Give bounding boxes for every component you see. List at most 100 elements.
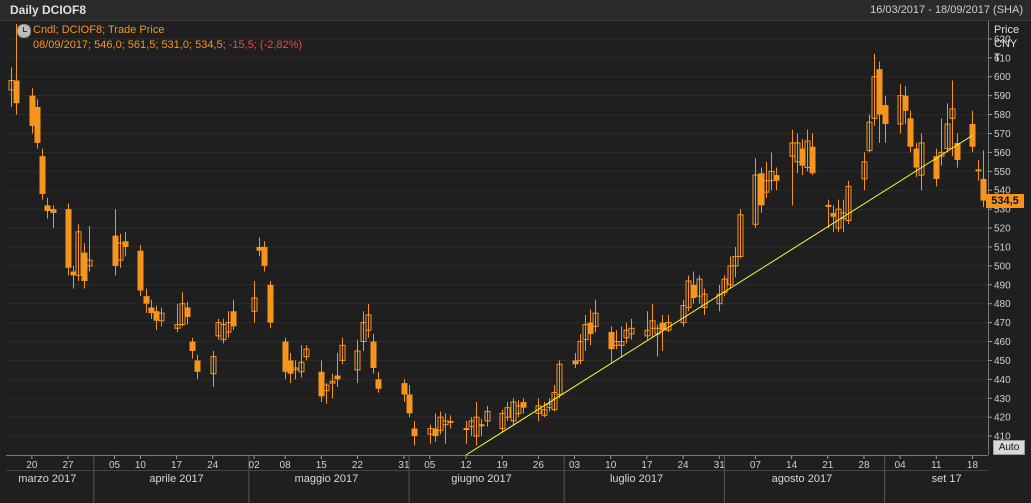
auto-scale-button[interactable]: Auto — [993, 440, 1025, 455]
candle — [541, 402, 548, 418]
instrument-title: Daily DCIOF8 — [10, 3, 87, 17]
date-tick-label: 17 — [171, 460, 183, 471]
candle-body-up — [577, 341, 584, 361]
date-tick-label: 24 — [678, 460, 690, 471]
month-label: set 17 — [932, 473, 962, 485]
candle — [907, 110, 914, 153]
candle — [292, 360, 299, 380]
candle — [499, 409, 506, 433]
candle — [463, 420, 470, 444]
candle — [303, 345, 310, 361]
price-axis[interactable]: 410 420 430 440 450 460 470 480 490 500 510 520 530 5… — [988, 20, 1011, 455]
candle-body-down — [143, 296, 150, 304]
candle-body-down — [137, 250, 144, 291]
candle — [137, 245, 144, 297]
candle — [577, 333, 584, 365]
price-axis-header-1: Price — [994, 24, 1020, 36]
candle-body-down — [148, 307, 155, 314]
date-tick-label: 12 — [460, 460, 472, 471]
price-tick-label: 580 — [994, 110, 1011, 121]
candle-body-up — [716, 293, 723, 305]
candle-body-down — [65, 209, 72, 268]
candle — [737, 209, 744, 259]
candle — [649, 303, 656, 338]
date-range: 16/03/2017 - 18/09/2017 (SHA) — [870, 4, 1023, 16]
candle — [112, 209, 119, 276]
date-tick-label: 15 — [316, 460, 328, 471]
candle-body-down — [758, 173, 765, 206]
candle — [969, 110, 976, 153]
candle-body-up — [75, 231, 82, 276]
candle-body-down — [902, 95, 909, 111]
date-tick-label: 10 — [135, 460, 147, 471]
candle — [752, 158, 759, 229]
date-tick-label: 31 — [714, 460, 726, 471]
candle — [556, 360, 563, 399]
candle-body-down — [230, 311, 237, 327]
price-tick-label: 610 — [994, 53, 1011, 64]
candle — [174, 303, 181, 333]
candle — [696, 275, 703, 304]
candle — [122, 231, 129, 257]
legend-ohlc: 08/09/2017; 546,0; 561,5; 531,0; 534,5; … — [33, 39, 302, 51]
price-axis-header-3: T — [994, 52, 1001, 64]
candle — [148, 299, 155, 319]
candle — [184, 301, 191, 325]
candle-body-down — [969, 124, 976, 147]
trendline — [465, 134, 973, 456]
date-axis[interactable]: 20 27 05 10 17 24 02 08 15 22 31 05 12 19 26 03 10 17 24 31… — [6, 455, 988, 485]
legend-series[interactable]: Cndl; DCIOF8; Trade Price — [33, 24, 165, 36]
candle-body-down — [261, 246, 268, 266]
candle-body-down — [375, 379, 382, 389]
candle-body-down — [913, 148, 920, 168]
candle-body-up — [86, 259, 93, 267]
candle-body-up — [737, 214, 744, 257]
candle — [39, 148, 46, 200]
candle — [520, 398, 527, 414]
candle-body-up — [918, 142, 925, 176]
candle-body-down — [256, 246, 263, 251]
candle — [189, 337, 196, 359]
candle-body-up — [298, 361, 305, 373]
candle-body-up — [117, 242, 124, 261]
candle-body-up — [292, 367, 299, 371]
candle — [825, 199, 832, 229]
candle — [799, 139, 806, 176]
date-tick-label: 18 — [967, 460, 979, 471]
candle — [34, 99, 41, 149]
price-tick-label: 500 — [994, 261, 1011, 272]
candle — [473, 402, 480, 446]
candle-body-down — [184, 307, 191, 317]
candle-body-up — [825, 204, 832, 207]
candle-body-up — [649, 320, 656, 329]
candle — [866, 114, 873, 153]
candle-body-up — [251, 297, 258, 312]
candle — [411, 420, 418, 446]
candle-body-down — [34, 107, 41, 143]
price-tick-label: 520 — [994, 224, 1011, 235]
candle-body-down — [954, 142, 961, 160]
candle-body-up — [845, 185, 852, 221]
candle — [256, 237, 263, 257]
month-label: luglio 2017 — [610, 473, 663, 485]
candle-body-up — [680, 305, 687, 324]
legend-icon[interactable] — [17, 24, 31, 38]
trendline-layer[interactable] — [465, 134, 973, 456]
candle-body-down — [975, 169, 982, 172]
candle-body-down — [153, 311, 160, 321]
price-tick-label: 600 — [994, 72, 1011, 83]
candle — [628, 318, 635, 340]
candle-body-down — [882, 105, 889, 125]
date-tick-label: 05 — [424, 460, 436, 471]
candle-body-down — [194, 360, 201, 372]
price-tick-label: 530 — [994, 205, 1011, 216]
title-bar: Daily DCIOF8 16/03/2017 - 18/09/2017 (SH… — [0, 0, 1031, 21]
candle-body-down — [189, 341, 196, 351]
candle — [323, 383, 330, 404]
candle — [690, 271, 697, 304]
candle-body-up — [665, 322, 672, 331]
candle-body-up — [360, 322, 367, 343]
candle — [758, 167, 765, 213]
